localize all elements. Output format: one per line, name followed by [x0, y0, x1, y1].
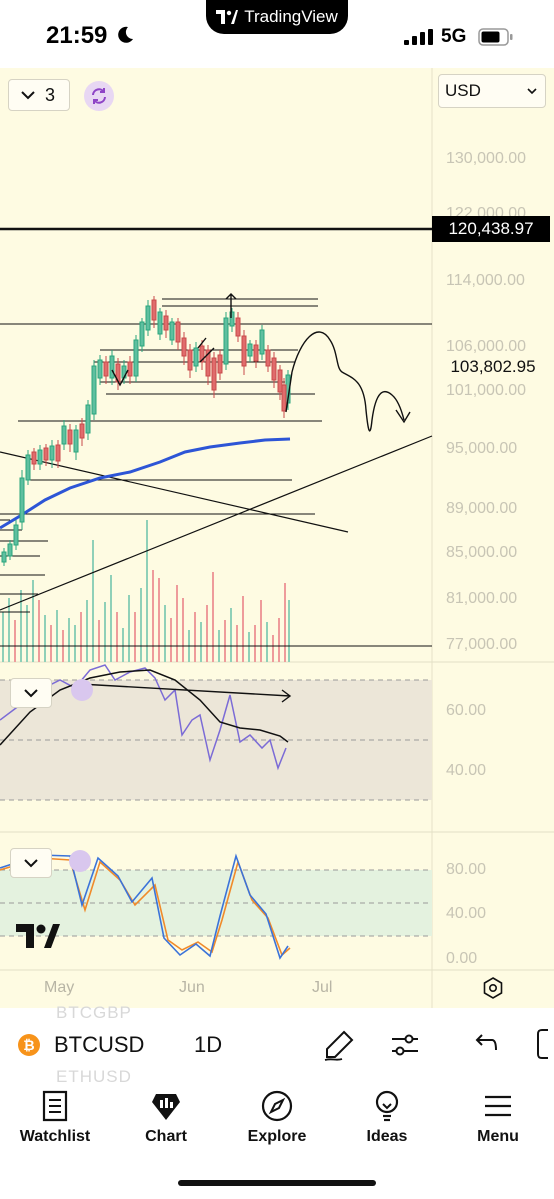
chevron-down-icon	[527, 87, 537, 94]
currency-value: USD	[445, 81, 481, 100]
price-axis-label: 85,000.00	[446, 544, 518, 561]
price-axis-label: 130,000.00	[446, 150, 527, 167]
battery-icon	[478, 28, 513, 46]
hamburger-icon	[485, 1095, 511, 1117]
refresh-icon	[92, 88, 106, 104]
rsi-ma	[0, 669, 289, 746]
symbol-selector[interactable]: BTCUSD	[54, 1032, 145, 1057]
rsi-marker	[71, 679, 93, 701]
status-bar: 21:59 TradingView 5G	[0, 0, 554, 72]
undo-icon[interactable]	[472, 1032, 498, 1056]
volume-bars	[2, 520, 290, 662]
nav-ideas[interactable]: Ideas	[337, 1090, 437, 1146]
horizontal-line-price-tag: 120,438.97	[432, 216, 550, 242]
rsi-axis-label: 60.00	[446, 702, 487, 719]
rsi-axis-label: 40.00	[446, 762, 487, 779]
nav-label: Menu	[477, 1128, 519, 1145]
time-axis-label: May	[44, 979, 75, 996]
compass-icon	[261, 1090, 293, 1122]
time-axis-label: Jul	[312, 979, 333, 996]
tradingview-logo-icon	[216, 10, 239, 24]
stoch-marker	[69, 850, 91, 872]
refresh-button[interactable]	[84, 81, 114, 111]
signal-icon	[404, 29, 433, 45]
stoch-axis-label: 80.00	[446, 861, 487, 878]
moon-icon	[118, 26, 133, 43]
candles	[1, 296, 291, 566]
ghost-symbol-below: ETHUSD	[56, 1067, 132, 1086]
trendline-up	[0, 435, 433, 611]
tradingview-pill: TradingView	[206, 0, 348, 34]
interval-selector[interactable]: 3	[8, 79, 70, 111]
nav-label: Chart	[145, 1128, 187, 1145]
level-lines	[0, 227, 432, 647]
rsi-pane-toggle[interactable]	[10, 678, 52, 708]
bottom-nav	[0, 1082, 554, 1199]
stoch-axis-label: 0.00	[446, 950, 478, 967]
price-axis-label: 106,000.00	[446, 338, 527, 355]
stoch-k	[0, 853, 289, 960]
pen-icon[interactable]	[322, 1028, 356, 1062]
nav-watchlist[interactable]: Watchlist	[5, 1090, 105, 1146]
moving-average	[0, 437, 291, 530]
price-axis-label: 77,000.00	[446, 636, 518, 653]
nav-explore[interactable]: Explore	[227, 1090, 327, 1146]
price-chart[interactable]	[0, 68, 554, 1008]
nav-chart[interactable]: Chart	[116, 1090, 216, 1146]
timeframe-selector[interactable]: 1D	[194, 1032, 223, 1057]
price-axis-label: 101,000.00	[446, 382, 527, 399]
chart-area[interactable]: 3 USD 130,000.00 122,000.00 114,000.00 1…	[0, 68, 554, 1008]
nav-label: Watchlist	[19, 1128, 91, 1145]
watchlist-icon	[42, 1090, 68, 1122]
price-axis-label: 89,000.00	[446, 500, 518, 517]
price-axis-label: 95,000.00	[446, 440, 518, 457]
nav-label: Ideas	[366, 1128, 408, 1145]
nav-menu[interactable]: Menu	[448, 1090, 548, 1146]
tradingview-watermark-icon	[16, 924, 60, 948]
app-pill-label: TradingView	[244, 7, 338, 26]
status-time: 21:59	[46, 22, 108, 49]
symbol-bar	[0, 1008, 554, 1082]
price-axis-label: 114,000.00	[446, 272, 525, 289]
network-label: 5G	[441, 26, 467, 47]
last-price-tag: 103,802.95	[436, 354, 550, 380]
bitcoin-icon: ₿	[18, 1034, 40, 1056]
price-axis-label: 81,000.00	[446, 590, 518, 607]
currency-select[interactable]: USD	[438, 74, 546, 108]
lightbulb-icon	[375, 1090, 399, 1122]
ghost-symbol-above: BTCGBP	[56, 1003, 132, 1022]
chart-settings-icon[interactable]	[481, 976, 505, 1000]
indicators-icon[interactable]	[390, 1030, 420, 1060]
drawn-annotations	[111, 293, 411, 432]
stoch-pane-toggle[interactable]	[10, 848, 52, 878]
time-axis-label: Jun	[179, 979, 205, 996]
interval-count: 3	[45, 84, 56, 105]
layout-icon[interactable]	[536, 1028, 554, 1060]
stoch-axis-label: 40.00	[446, 905, 487, 922]
chart-icon	[152, 1094, 180, 1120]
chevron-down-icon	[24, 859, 38, 868]
rsi-trendline	[79, 683, 292, 703]
home-indicator	[178, 1180, 376, 1186]
nav-label: Explore	[247, 1128, 307, 1145]
chevron-down-icon	[24, 689, 38, 698]
chevron-down-icon	[21, 91, 35, 100]
